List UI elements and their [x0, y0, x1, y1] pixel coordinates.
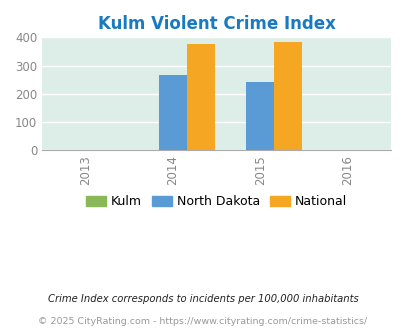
- Bar: [159, 75, 186, 150]
- Bar: [273, 42, 301, 150]
- Text: Crime Index corresponds to incidents per 100,000 inhabitants: Crime Index corresponds to incidents per…: [47, 294, 358, 304]
- Text: © 2025 CityRating.com - https://www.cityrating.com/crime-statistics/: © 2025 CityRating.com - https://www.city…: [38, 317, 367, 326]
- Bar: [186, 44, 214, 150]
- Legend: Kulm, North Dakota, National: Kulm, North Dakota, National: [81, 190, 352, 213]
- Bar: [245, 82, 273, 150]
- Title: Kulm Violent Crime Index: Kulm Violent Crime Index: [97, 15, 335, 33]
